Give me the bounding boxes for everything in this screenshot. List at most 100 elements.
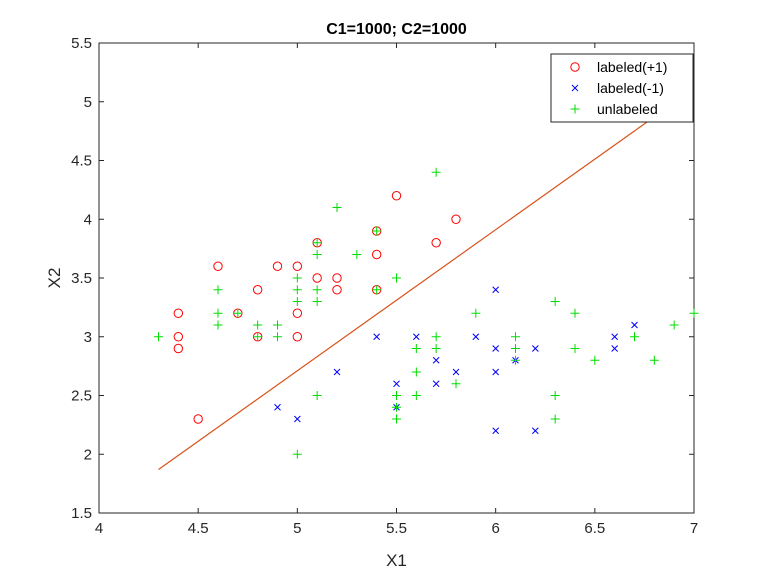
data-point [431, 167, 441, 177]
y-tick-label: 2 [84, 446, 92, 463]
data-point [272, 261, 283, 271]
y-tick-label: 3.5 [71, 270, 92, 287]
chart-title: C1=1000; C2=1000 [326, 21, 467, 38]
data-point [511, 355, 520, 365]
data-point [492, 345, 500, 352]
data-point [649, 355, 659, 365]
data-point [511, 332, 520, 342]
data-point [312, 238, 322, 248]
data-point [173, 332, 184, 342]
legend-marker [570, 104, 580, 114]
decision-boundary-line [158, 89, 693, 471]
data-point [511, 344, 520, 353]
data-point [550, 414, 560, 424]
data-point [332, 273, 342, 283]
data-point [332, 203, 342, 212]
data-point [213, 261, 223, 271]
data-point [312, 285, 322, 295]
data-point [432, 356, 440, 364]
data-point [431, 332, 441, 342]
legend-marker [571, 84, 579, 92]
data-point [173, 343, 184, 354]
data-point [312, 250, 322, 259]
data-point [273, 332, 282, 342]
y-tick-label: 1.5 [71, 505, 92, 522]
data-point [273, 320, 282, 330]
y-tick-label: 3 [84, 329, 92, 346]
x-tick-label: 6.5 [584, 520, 605, 537]
legend-label: unlabeled [597, 101, 658, 117]
legend-entry: labeled(+1) [570, 59, 667, 75]
x-tick-label: 5 [293, 520, 301, 537]
data-point [432, 380, 440, 388]
y-axis: 1.5 2 2.5 3 3.5 4 4.5 5 5.5 [71, 35, 694, 522]
data-point [392, 391, 401, 400]
y-axis-label: X2 [45, 268, 64, 289]
legend-marker [570, 62, 580, 72]
data-point [332, 285, 342, 295]
data-point [550, 391, 560, 400]
data-point [492, 368, 500, 376]
data-point [312, 297, 322, 306]
data-point [154, 332, 163, 342]
data-point [471, 308, 481, 318]
data-point [611, 345, 619, 352]
data-point [472, 333, 480, 341]
x-tick-label: 6 [491, 520, 499, 537]
data-point [689, 308, 699, 318]
data-point [452, 368, 460, 376]
x-tick-label: 7 [690, 520, 698, 537]
x-tick-label: 4.5 [188, 520, 209, 537]
data-point [274, 403, 281, 411]
data-point [492, 427, 500, 435]
data-point [333, 368, 341, 376]
legend-entry: labeled(-1) [571, 80, 664, 96]
data-point [292, 308, 303, 318]
data-point [412, 333, 420, 341]
data-point [371, 249, 382, 260]
data-point [492, 286, 500, 294]
data-point [411, 344, 421, 353]
data-point [292, 285, 302, 295]
series-plus [154, 167, 699, 459]
y-tick-label: 5 [84, 94, 92, 111]
data-point [431, 238, 441, 248]
x-axis-label: X1 [386, 551, 407, 570]
legend-label: labeled(-1) [597, 80, 664, 96]
data-point [193, 414, 203, 424]
data-point [411, 367, 421, 377]
data-point [253, 320, 263, 330]
legend-label: labeled(+1) [597, 59, 667, 75]
x-axis: 4 4.5 5 5.5 6 6.5 7 [95, 43, 698, 537]
data-point [173, 308, 184, 318]
y-tick-label: 4.5 [71, 153, 92, 170]
data-point [233, 308, 243, 318]
data-point [213, 308, 223, 318]
data-point [631, 321, 638, 329]
data-point [393, 380, 400, 388]
legend: labeled(+1) labeled(-1) unlabeled [550, 53, 694, 123]
data-point [292, 261, 303, 271]
x-tick-label: 4 [95, 520, 103, 537]
data-point [431, 344, 441, 353]
data-point [292, 332, 303, 342]
series-x [274, 286, 638, 435]
data-point [611, 333, 619, 341]
data-point [253, 332, 263, 342]
data-point [570, 308, 580, 318]
data-point [531, 427, 539, 435]
data-point [451, 214, 461, 224]
data-point [312, 391, 322, 400]
data-point [451, 379, 461, 389]
data-point [312, 273, 322, 283]
data-point [293, 415, 301, 423]
data-point [531, 345, 539, 352]
legend-entries: labeled(+1) labeled(-1) unlabeled [570, 59, 667, 117]
data-point [352, 250, 362, 259]
data-point [392, 273, 401, 283]
data-point [292, 297, 302, 306]
plot-content [154, 89, 699, 471]
y-tick-label: 2.5 [71, 388, 92, 405]
